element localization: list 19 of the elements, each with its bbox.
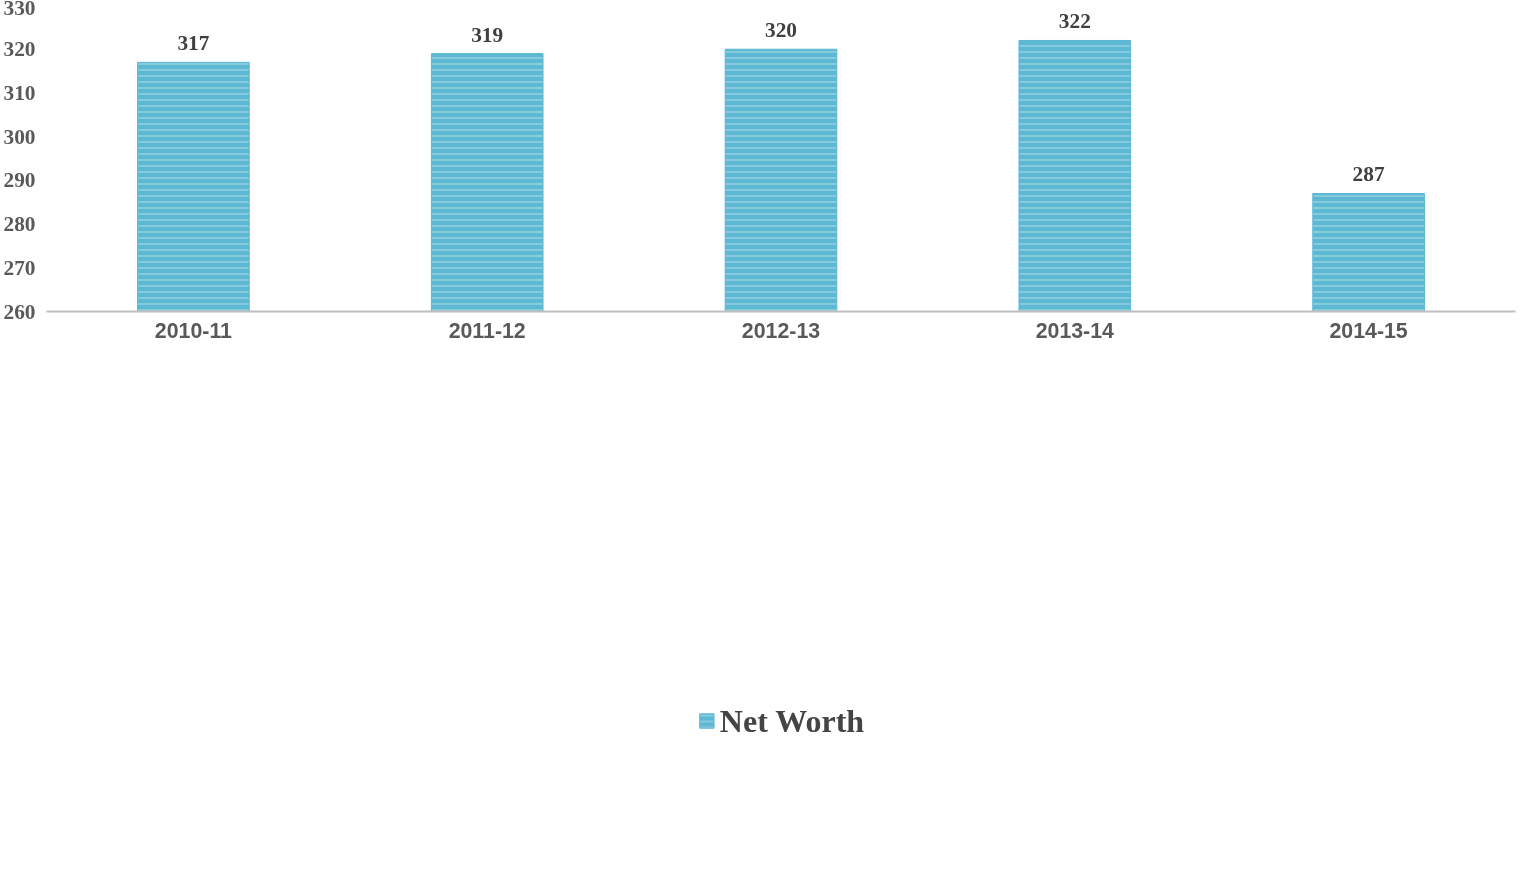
y-tick-label: 310 [3,80,36,105]
x-tick-label: 2010-11 [154,318,233,343]
x-tick-label: 2012-13 [741,318,821,343]
data-label: 317 [177,31,210,56]
y-tick-label: 320 [3,37,36,62]
y-tick-label: 280 [3,212,36,237]
y-tick-label: 270 [3,255,36,280]
y-tick-label: 330 [3,0,36,20]
y-tick-label: 290 [3,168,36,193]
x-tick-label: 2013-14 [1035,318,1115,343]
data-label: 287 [1352,162,1385,187]
x-tick-label: 2014-15 [1329,318,1408,343]
y-tick-label: 300 [3,124,36,149]
x-tick-label: 2011-12 [448,318,526,343]
legend-label: Net Worth [719,702,865,740]
y-tick-label: 260 [3,299,36,324]
data-label: 320 [765,18,797,43]
data-label: 322 [1058,9,1091,34]
data-label: 319 [471,22,504,47]
